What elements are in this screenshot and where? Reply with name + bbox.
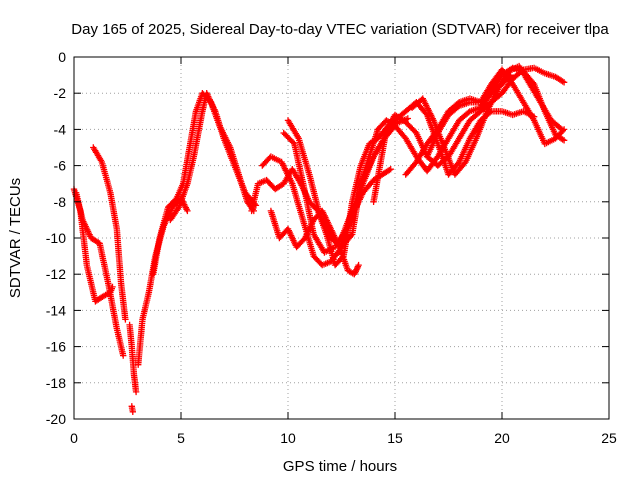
y-tick-label: -4 — [54, 121, 67, 137]
series-markers — [370, 64, 568, 205]
y-tick-label: -6 — [54, 158, 67, 174]
y-tick-label: -8 — [54, 194, 67, 210]
series-track-18 — [423, 64, 568, 160]
series-track-8 — [167, 90, 260, 224]
x-tick-label: 0 — [70, 430, 78, 446]
series-markers — [423, 64, 568, 160]
y-tick-label: -2 — [54, 85, 67, 101]
y-tick-label: -18 — [46, 375, 66, 391]
x-tick-labels: 0 5 10 15 20 25 — [70, 430, 617, 446]
series-markers — [90, 144, 129, 323]
y-axis-label: SDTVAR / TECUs — [7, 178, 24, 298]
y-tick-label: -20 — [46, 411, 66, 427]
y-tick-label: -16 — [46, 339, 66, 355]
y-tick-labels: 0 -2 -4 -6 -8 -10 -12 -14 -16 -18 -20 — [46, 49, 66, 427]
axis-ticks — [73, 56, 610, 420]
x-tick-label: 25 — [601, 430, 617, 446]
x-tick-label: 20 — [494, 430, 510, 446]
y-tick-label: -14 — [46, 302, 66, 318]
data-series — [70, 62, 568, 415]
x-tick-label: 15 — [387, 430, 403, 446]
series-markers — [126, 321, 140, 396]
y-tick-label: -10 — [46, 230, 66, 246]
series-track-4 — [126, 321, 140, 396]
series-track-5 — [128, 403, 136, 415]
x-axis-label: GPS time / hours — [283, 458, 397, 475]
series-track-3 — [90, 144, 129, 323]
series-markers — [72, 189, 127, 359]
y-tick-label: -12 — [46, 266, 66, 282]
chart-title: Day 165 of 2025, Sidereal Day-to-day VTE… — [71, 21, 609, 38]
series-markers — [167, 90, 260, 224]
series-markers — [128, 403, 136, 415]
series-track-2 — [72, 189, 127, 359]
series-track-14 — [338, 99, 538, 242]
series-markers — [338, 99, 538, 242]
y-tick-label: 0 — [58, 49, 66, 65]
x-tick-label: 5 — [177, 430, 185, 446]
series-track-15 — [370, 64, 568, 205]
x-tick-label: 10 — [280, 430, 296, 446]
